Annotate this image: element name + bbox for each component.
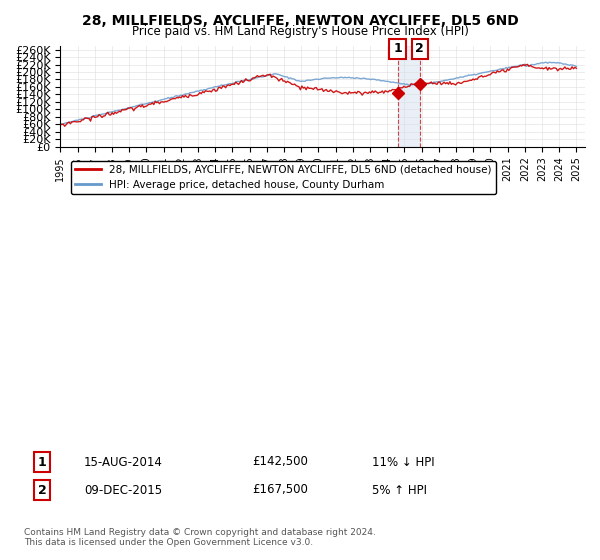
Text: Price paid vs. HM Land Registry's House Price Index (HPI): Price paid vs. HM Land Registry's House … bbox=[131, 25, 469, 38]
Text: 15-AUG-2014: 15-AUG-2014 bbox=[84, 455, 163, 469]
Text: 09-DEC-2015: 09-DEC-2015 bbox=[84, 483, 162, 497]
Text: 11% ↓ HPI: 11% ↓ HPI bbox=[372, 455, 434, 469]
Bar bbox=[398, 46, 420, 147]
Text: Contains HM Land Registry data © Crown copyright and database right 2024.
This d: Contains HM Land Registry data © Crown c… bbox=[24, 528, 376, 547]
Text: 2: 2 bbox=[38, 483, 46, 497]
Text: 28, MILLFIELDS, AYCLIFFE, NEWTON AYCLIFFE, DL5 6ND: 28, MILLFIELDS, AYCLIFFE, NEWTON AYCLIFF… bbox=[82, 14, 518, 28]
Text: £167,500: £167,500 bbox=[252, 483, 308, 497]
Text: £142,500: £142,500 bbox=[252, 455, 308, 469]
Text: 1: 1 bbox=[38, 455, 46, 469]
Text: 5% ↑ HPI: 5% ↑ HPI bbox=[372, 483, 427, 497]
Text: 2: 2 bbox=[415, 43, 424, 55]
Text: 1: 1 bbox=[393, 43, 402, 55]
Legend: 28, MILLFIELDS, AYCLIFFE, NEWTON AYCLIFFE, DL5 6ND (detached house), HPI: Averag: 28, MILLFIELDS, AYCLIFFE, NEWTON AYCLIFF… bbox=[71, 161, 496, 194]
